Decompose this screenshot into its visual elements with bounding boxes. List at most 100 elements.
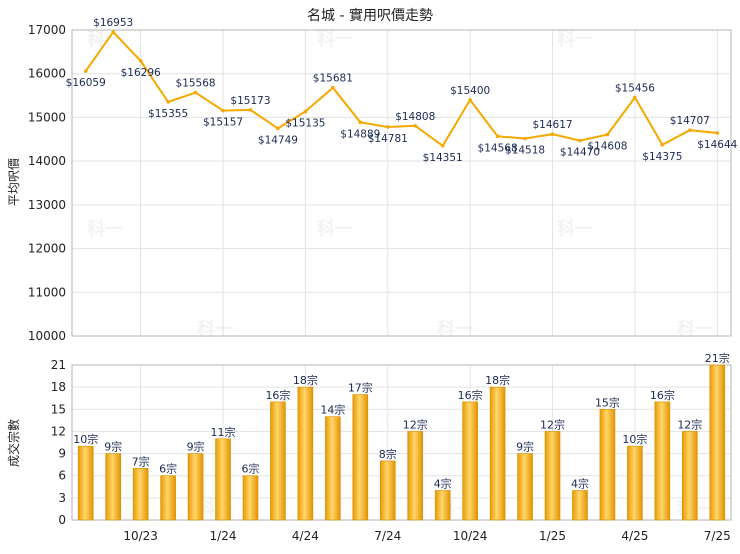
price-point [413, 124, 418, 128]
volume-bar-label: 16宗 [458, 388, 483, 402]
price-point [578, 138, 582, 143]
price-point-label: $14644 [697, 139, 737, 151]
volume-bar [517, 453, 533, 521]
volume-bar [379, 460, 396, 521]
volume-bar [270, 401, 286, 521]
volume-bar [160, 475, 176, 521]
watermark-text: 科一 [87, 218, 123, 240]
watermark-text: 科一 [557, 28, 593, 50]
watermark-text: 科一 [197, 318, 233, 340]
x-tick-label: 7/25 [704, 529, 731, 543]
volume-bar-label: 8宗 [379, 447, 397, 461]
volume-bar [709, 364, 726, 521]
volume-bar [544, 431, 561, 521]
volume-bar-label: 10宗 [73, 432, 98, 446]
volume-bar [599, 408, 616, 521]
volume-y-tick-label: 15 [51, 402, 66, 416]
volume-bar-label: 6宗 [159, 462, 177, 476]
volume-bar [242, 475, 259, 521]
volume-bar-label: 15宗 [595, 395, 620, 409]
price-point [440, 143, 445, 148]
watermark-text: 科一 [677, 318, 713, 340]
volume-bar-label: 21宗 [705, 351, 730, 365]
price-point-label: $15681 [313, 73, 353, 85]
price-y-tick-label: 10000 [28, 329, 66, 343]
volume-y-tick-label: 9 [58, 447, 66, 461]
volume-bar-label: 16宗 [650, 388, 675, 402]
price-y-tick-label: 12000 [28, 242, 66, 256]
price-plot-frame [71, 29, 732, 337]
volume-bar [654, 401, 671, 521]
volume-bar [682, 431, 698, 521]
price-point [550, 132, 555, 136]
volume-bar [407, 431, 424, 521]
price-point-label: $14707 [670, 115, 710, 127]
x-tick-label: 1/25 [539, 529, 566, 543]
volume-y-tick-label: 18 [51, 380, 66, 394]
price-point-label: $14518 [505, 144, 545, 156]
volume-bar [297, 386, 314, 521]
x-tick-label: 10/23 [123, 529, 158, 543]
price-point-label: $15456 [615, 82, 655, 94]
price-point [605, 132, 610, 137]
volume-bar-label: 7宗 [132, 454, 150, 468]
chart-title: 名城 - 實用呎價走勢 [307, 7, 433, 24]
volume-bar [325, 416, 341, 521]
watermark-text: 科一 [317, 28, 353, 50]
price-point [248, 108, 253, 112]
volume-bar [187, 453, 204, 521]
volume-bar-label: 12宗 [677, 417, 702, 431]
volume-bar-label: 18宗 [485, 373, 510, 387]
volume-bar [489, 386, 506, 521]
volume-bar-label: 14宗 [320, 403, 345, 417]
price-y-tick-label: 13000 [28, 198, 66, 212]
price-point-label: $15355 [148, 108, 188, 120]
volume-bar [77, 445, 94, 521]
price-point [138, 58, 143, 63]
price-point [715, 131, 720, 135]
price-point [633, 95, 637, 100]
price-y-tick-label: 15000 [28, 110, 66, 124]
price-point-label: $14608 [587, 141, 627, 153]
price-point [523, 136, 527, 141]
price-point [193, 90, 198, 95]
watermark-text: 科一 [317, 218, 353, 240]
volume-bar [627, 445, 643, 521]
price-point-label: $15135 [285, 118, 325, 130]
price-point [468, 98, 472, 102]
price-point-label: $14351 [423, 152, 463, 164]
price-point [660, 142, 665, 147]
price-point [303, 109, 308, 114]
price-point-label: $16953 [93, 17, 133, 29]
watermark-text: 科一 [87, 28, 123, 50]
price-point-label: $16296 [121, 67, 161, 79]
volume-bar-label: 16宗 [265, 388, 290, 402]
volume-bar-label: 11宗 [211, 425, 236, 439]
price-point-label: $15173 [230, 95, 270, 107]
watermark-text: 科一 [557, 218, 593, 240]
volume-bar [105, 453, 121, 521]
volume-plot-frame [71, 364, 732, 521]
volume-bar-label: 9宗 [104, 440, 122, 454]
volume-bar [352, 394, 369, 521]
volume-bar [572, 490, 588, 521]
volume-y-tick-label: 0 [58, 513, 66, 527]
volume-bar [462, 401, 478, 521]
price-point [331, 85, 335, 90]
volume-bar-label: 4宗 [434, 476, 452, 490]
price-y-tick-label: 16000 [28, 67, 66, 81]
volume-y-tick-label: 3 [58, 491, 66, 505]
price-point [358, 120, 363, 125]
volume-bar [434, 490, 451, 521]
price-y-axis-label: 平均呎價 [7, 158, 21, 206]
price-series-line [84, 30, 718, 148]
price-y-tick-label: 11000 [28, 285, 66, 299]
volume-bar-label: 9宗 [187, 440, 205, 454]
price-point [111, 30, 115, 34]
price-y-tick-label: 14000 [28, 154, 66, 168]
volume-bar [132, 468, 149, 521]
x-tick-label: 10/24 [453, 529, 488, 543]
price-point [166, 100, 170, 104]
